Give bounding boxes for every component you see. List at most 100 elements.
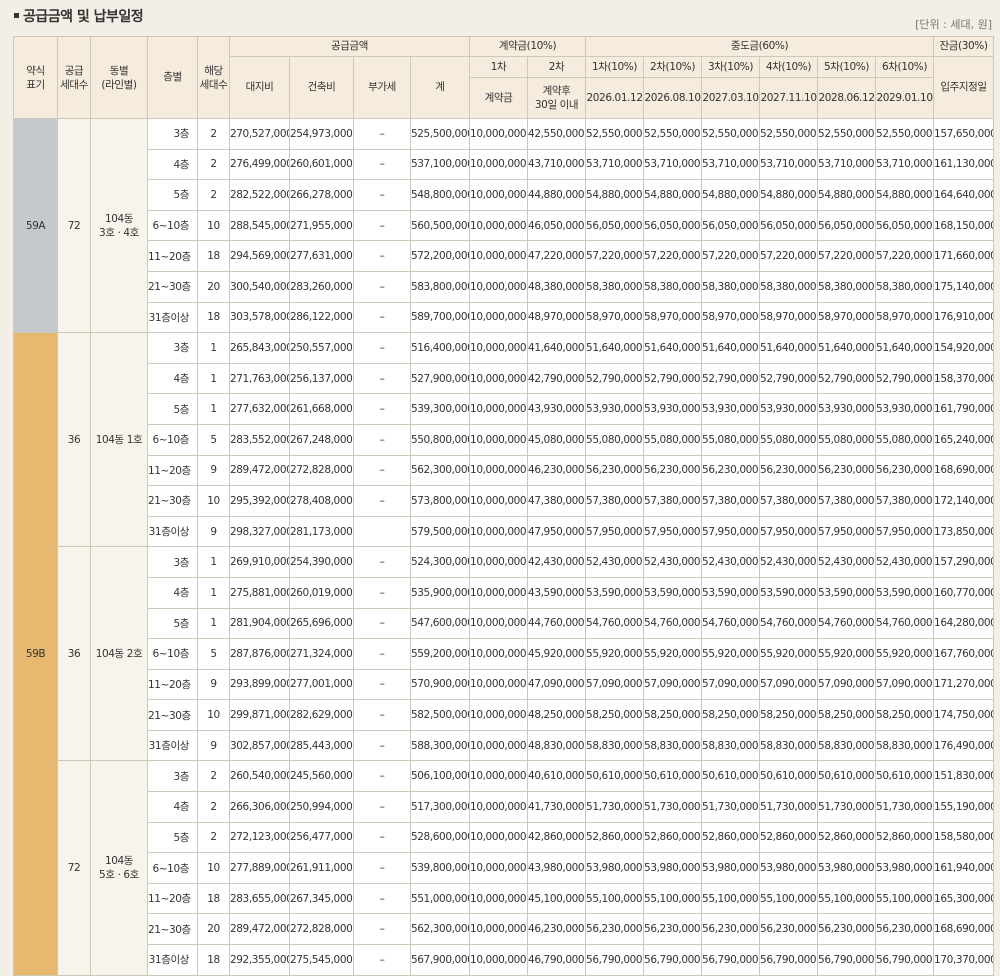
col-type: 약식 표기 bbox=[13, 36, 58, 119]
land-cell: 303,578,000 bbox=[229, 301, 290, 334]
middle2-cell: 52,790,000 bbox=[643, 362, 703, 395]
vat-cell: – bbox=[353, 821, 411, 854]
units-cell: 2 bbox=[197, 148, 230, 181]
floor-cell: 6~10층 bbox=[147, 852, 198, 884]
middle2-cell: 52,550,000 bbox=[643, 118, 703, 150]
middle6-cell: 57,220,000 bbox=[875, 240, 935, 272]
floor-cell: 11~20층 bbox=[147, 882, 198, 915]
floor-cell: 4층 bbox=[147, 148, 198, 181]
land-cell: 277,632,000 bbox=[229, 393, 290, 425]
total-cell: 537,100,000 bbox=[409, 148, 471, 181]
balance-cell: 161,130,000 bbox=[933, 148, 995, 181]
middle4-cell: 56,050,000 bbox=[759, 209, 819, 242]
middle4-cell: 55,920,000 bbox=[759, 638, 819, 670]
total-cell: 562,300,000 bbox=[409, 454, 471, 487]
building-cost-cell: 267,345,000 bbox=[289, 882, 354, 915]
total-cell: 579,500,000 bbox=[409, 515, 471, 548]
units-cell: 2 bbox=[197, 821, 230, 854]
middle2-cell: 54,760,000 bbox=[643, 607, 703, 640]
middle5-cell: 53,590,000 bbox=[817, 576, 877, 609]
deposit2-cell: 45,080,000 bbox=[527, 423, 587, 456]
total-cell: 551,000,000 bbox=[409, 882, 471, 915]
col-middle: 중도금(60%) bbox=[585, 36, 935, 57]
middle1-cell: 50,610,000 bbox=[585, 760, 645, 793]
vat-cell: – bbox=[353, 393, 411, 425]
middle5-cell: 58,970,000 bbox=[817, 301, 877, 334]
middle4-cell: 57,220,000 bbox=[759, 240, 819, 272]
deposit2-cell: 42,860,000 bbox=[527, 821, 587, 854]
balance-cell: 164,280,000 bbox=[933, 607, 995, 640]
middle2-cell: 56,790,000 bbox=[643, 944, 703, 976]
middle5-cell: 55,100,000 bbox=[817, 882, 877, 915]
table-row: 5층 2 282,522,000 266,278,000–548,800,000 10,… bbox=[14, 179, 995, 211]
floor-cell: 6~10층 bbox=[147, 209, 198, 242]
total-cell: 506,100,000 bbox=[409, 760, 471, 793]
col-m3-date: 2027.03.10 bbox=[701, 77, 761, 119]
table-row: 5층 1 281,904,000 265,696,000–547,600,000 10,… bbox=[14, 607, 995, 640]
floor-cell: 21~30층 bbox=[147, 913, 198, 946]
middle6-cell: 56,230,000 bbox=[875, 913, 935, 946]
table-row: 59A 72 104동 3호 · 4호 3층 2 270,527,000 254,973,0… bbox=[13, 117, 995, 334]
deposit1-cell: 10,000,000 bbox=[469, 240, 529, 272]
vat-cell: – bbox=[353, 576, 411, 609]
deposit2-cell: 41,640,000 bbox=[527, 332, 587, 364]
building-cost-cell: 245,560,000 bbox=[289, 760, 354, 793]
land-cell: 300,540,000 bbox=[229, 270, 290, 303]
middle3-cell: 53,980,000 bbox=[701, 852, 761, 884]
middle4-cell: 53,980,000 bbox=[759, 852, 819, 884]
table-row: 11~20층 9 293,899,000 277,001,000–570,900,00… bbox=[14, 668, 995, 701]
bullet-icon bbox=[14, 12, 19, 18]
building-cost-cell: 256,477,000 bbox=[289, 821, 354, 854]
units-cell: 18 bbox=[197, 240, 230, 272]
middle4-cell: 57,090,000 bbox=[759, 668, 819, 701]
total-cell: 572,200,000 bbox=[409, 240, 471, 272]
supply-units-cell: 36 bbox=[57, 332, 91, 548]
total-cell: 559,200,000 bbox=[409, 638, 471, 670]
middle6-cell: 53,710,000 bbox=[875, 148, 935, 181]
land-cell: 281,904,000 bbox=[229, 607, 290, 640]
middle4-cell: 52,430,000 bbox=[759, 546, 819, 578]
middle1-cell: 53,930,000 bbox=[585, 393, 645, 425]
total-cell: 539,300,000 bbox=[409, 393, 471, 425]
middle5-cell: 51,730,000 bbox=[817, 791, 877, 823]
middle4-cell: 50,610,000 bbox=[759, 760, 819, 793]
middle3-cell: 54,760,000 bbox=[701, 607, 761, 640]
supply-units-cell: 72 bbox=[57, 117, 91, 334]
middle4-cell: 58,970,000 bbox=[759, 301, 819, 334]
building-cost-cell: 254,390,000 bbox=[289, 546, 354, 578]
middle1-cell: 57,220,000 bbox=[585, 240, 645, 272]
middle1-cell: 53,710,000 bbox=[585, 148, 645, 181]
vat-cell: – bbox=[353, 607, 411, 640]
units-cell: 1 bbox=[197, 332, 230, 364]
balance-cell: 175,140,000 bbox=[933, 270, 995, 303]
deposit2-cell: 46,050,000 bbox=[527, 209, 587, 242]
middle3-cell: 58,380,000 bbox=[701, 270, 761, 303]
total-cell: 525,500,000 bbox=[409, 118, 471, 150]
middle3-cell: 57,380,000 bbox=[701, 485, 761, 517]
floor-cell: 4층 bbox=[147, 362, 198, 395]
middle4-cell: 54,760,000 bbox=[759, 607, 819, 640]
floor-cell: 31층이상 bbox=[147, 944, 198, 976]
deposit2-cell: 43,980,000 bbox=[527, 852, 587, 884]
units-cell: 1 bbox=[197, 362, 230, 395]
vat-cell: – bbox=[353, 332, 411, 364]
middle4-cell: 56,230,000 bbox=[759, 913, 819, 946]
floor-cell: 31층이상 bbox=[147, 729, 198, 762]
supply-units-cell: 72 bbox=[57, 760, 91, 976]
middle2-cell: 56,050,000 bbox=[643, 209, 703, 242]
middle5-cell: 51,640,000 bbox=[817, 332, 877, 364]
middle5-cell: 57,090,000 bbox=[817, 668, 877, 701]
col-m6-label: 6차(10%) bbox=[875, 56, 935, 78]
units-cell: 18 bbox=[197, 944, 230, 976]
deposit1-cell: 10,000,000 bbox=[469, 760, 529, 793]
middle3-cell: 55,080,000 bbox=[701, 423, 761, 456]
middle6-cell: 58,250,000 bbox=[875, 699, 935, 731]
type-cell: 59A bbox=[13, 117, 58, 334]
deposit2-cell: 45,920,000 bbox=[527, 638, 587, 670]
building-cost-cell: 272,828,000 bbox=[289, 913, 354, 946]
land-cell: 275,881,000 bbox=[229, 576, 290, 609]
land-cell: 283,655,000 bbox=[229, 882, 290, 915]
middle1-cell: 52,860,000 bbox=[585, 821, 645, 854]
middle2-cell: 58,970,000 bbox=[643, 301, 703, 334]
units-cell: 2 bbox=[197, 791, 230, 823]
